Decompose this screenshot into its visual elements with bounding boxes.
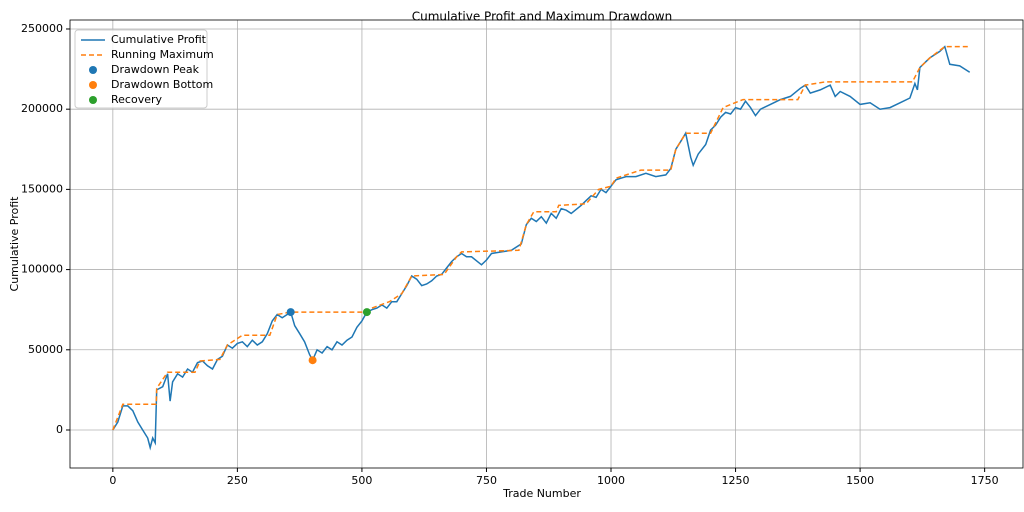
- y-tick-label: 100000: [21, 263, 63, 276]
- y-tick-label: 150000: [21, 182, 63, 195]
- legend-box: [74, 29, 208, 109]
- x-tick-label: 1750: [971, 474, 999, 487]
- x-tick-label: 250: [227, 474, 248, 487]
- y-tick-label: 250000: [21, 22, 63, 35]
- legend-marker: [89, 66, 97, 74]
- legend-marker: [89, 96, 97, 104]
- legend-marker: [89, 81, 97, 89]
- x-tick-label: 750: [476, 474, 497, 487]
- legend-label: Running Maximum: [111, 48, 214, 61]
- point: [308, 356, 317, 365]
- legend-label: Cumulative Profit: [111, 33, 207, 46]
- x-tick-label: 500: [351, 474, 372, 487]
- point: [286, 308, 295, 317]
- chart-title: Cumulative Profit and Maximum Drawdown: [412, 10, 672, 24]
- x-tick-label: 1250: [722, 474, 750, 487]
- y-tick-label: 0: [56, 423, 63, 436]
- y-axis-label: Cumulative Profit: [8, 196, 21, 292]
- line: [112, 45, 970, 431]
- x-axis-label: Trade Number: [502, 487, 581, 500]
- legend-label: Drawdown Bottom: [111, 78, 213, 91]
- x-tick-label: 1500: [846, 474, 874, 487]
- y-tick-label: 200000: [21, 102, 63, 115]
- legend-label: Recovery: [111, 93, 162, 106]
- y-tick-label: 50000: [28, 343, 63, 356]
- x-tick-label: 1000: [597, 474, 625, 487]
- x-tick-label: 0: [109, 474, 116, 487]
- legend-label: Drawdown Peak: [111, 63, 200, 76]
- plot-frame: [69, 19, 1024, 469]
- point: [362, 308, 371, 317]
